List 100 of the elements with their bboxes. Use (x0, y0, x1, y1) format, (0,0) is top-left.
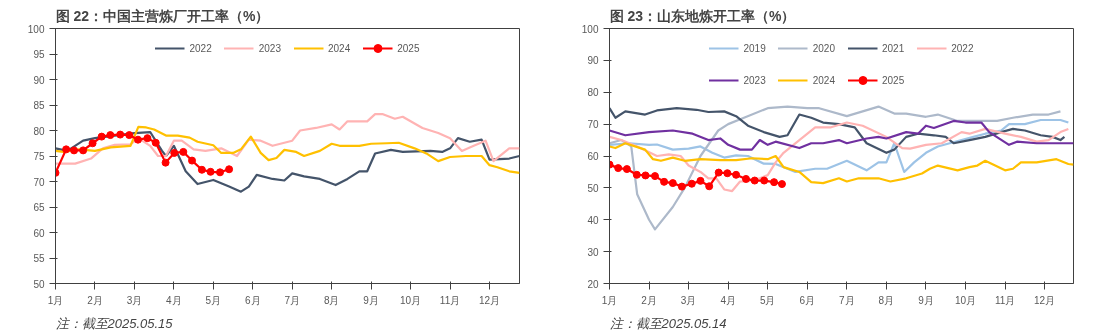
legend-label: 2022 (951, 42, 974, 54)
x-tick-label: 11月 (439, 294, 461, 306)
line-series (609, 142, 1074, 185)
point (760, 176, 769, 185)
x-tick-label: 10月 (954, 294, 977, 306)
point (161, 158, 170, 167)
text: 注：截至2025.05.15 (55, 315, 174, 331)
y-tick-label: 65 (33, 202, 45, 213)
point (133, 135, 142, 144)
x-tick-label: 5月 (205, 294, 222, 306)
y-tick-label: 100 (27, 23, 45, 35)
point (641, 171, 650, 180)
point (197, 165, 206, 174)
point (225, 165, 234, 174)
point (614, 164, 623, 173)
x-tick-label: 5月 (759, 294, 776, 306)
y-tick-label: 95 (33, 49, 45, 60)
point (668, 179, 677, 188)
y-tick-label: 70 (587, 119, 599, 131)
legend-label: 2025 (882, 74, 905, 86)
legend-label: 2025 (397, 42, 420, 54)
x-tick-label: 12月 (1034, 294, 1056, 306)
y-tick-label: 50 (33, 278, 45, 290)
point (622, 165, 631, 174)
x-tick-label: 1月 (47, 294, 64, 306)
legend-label: 2023 (743, 74, 766, 86)
x-tick-label: 2月 (641, 294, 657, 306)
point (770, 178, 779, 187)
point (151, 138, 160, 147)
y-tick-label: 40 (587, 214, 599, 226)
point (714, 168, 723, 177)
point (741, 174, 750, 183)
x-tick-label: 8月 (878, 294, 895, 306)
line-series (55, 130, 520, 193)
point (732, 170, 741, 179)
legend-label: 2024 (812, 74, 835, 86)
point (143, 134, 152, 143)
chart-title: 图 22：中国主营炼厂开工率（%） (55, 7, 270, 24)
point (70, 146, 79, 155)
point (79, 146, 88, 155)
line-series (55, 113, 520, 165)
legend-label: 2022 (189, 42, 212, 54)
point (677, 182, 686, 191)
point (106, 131, 115, 140)
point (705, 182, 714, 191)
line-series (609, 121, 1070, 193)
line-series (55, 125, 520, 174)
point (179, 147, 188, 156)
x-tick-label: 7月 (839, 294, 855, 306)
x-tick-label: 7月 (284, 294, 301, 306)
legend-label: 2024 (328, 42, 351, 54)
x-tick-label: 1月 (601, 294, 618, 306)
y-tick-label: 60 (33, 227, 45, 239)
point (62, 145, 71, 154)
y-tick-label: 75 (33, 151, 45, 162)
line-series (609, 107, 1066, 154)
chart-title: 图 23：山东地炼开工率（%） (609, 7, 796, 24)
y-tick-label: 30 (587, 246, 599, 258)
x-tick-label: 8月 (323, 294, 340, 306)
x-tick-label: 6月 (799, 294, 816, 306)
point (88, 139, 97, 148)
point (97, 132, 106, 141)
legend-label: 2020 (812, 42, 835, 54)
x-tick-label: 2月 (87, 294, 103, 306)
legend-label: 2019 (743, 42, 766, 54)
point (650, 172, 659, 181)
y-tick-label: 20 (587, 278, 599, 290)
point (188, 156, 197, 165)
y-tick-label: 70 (33, 176, 45, 188)
x-tick-label: 6月 (245, 294, 261, 306)
x-tick-label: 3月 (680, 294, 697, 306)
point (116, 130, 125, 139)
y-tick-label: 85 (33, 100, 45, 111)
line-series (609, 119, 1074, 151)
x-tick-label: 4月 (720, 294, 736, 306)
point (206, 167, 215, 176)
point (660, 177, 669, 186)
y-tick-label: 90 (587, 55, 599, 67)
point (696, 176, 705, 185)
point (632, 170, 641, 179)
line-series (609, 105, 1062, 231)
legend-label: 2023 (258, 42, 281, 54)
point (777, 180, 786, 189)
point (216, 168, 225, 177)
y-tick-label: 90 (33, 74, 45, 86)
point (170, 148, 179, 157)
point (125, 131, 134, 140)
x-tick-label: 9月 (918, 294, 934, 306)
y-tick-label: 50 (587, 182, 599, 194)
point (750, 176, 759, 185)
x-tick-label: 3月 (126, 294, 143, 306)
x-tick-label: 11月 (994, 294, 1016, 306)
point (687, 179, 696, 188)
y-tick-label: 100 (581, 23, 599, 35)
text: 注：截至2025.05.14 (609, 315, 727, 331)
legend-label: 2021 (882, 42, 905, 54)
x-tick-label: 9月 (363, 294, 379, 306)
y-tick-label: 80 (33, 125, 45, 137)
x-tick-label: 4月 (166, 294, 182, 306)
y-tick-label: 80 (587, 87, 599, 99)
